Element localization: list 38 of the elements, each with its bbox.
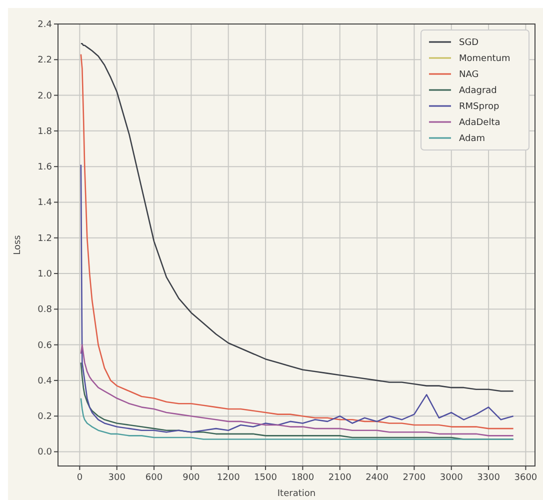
line-series bbox=[80, 344, 514, 436]
line-series bbox=[80, 398, 514, 440]
y-tick-label: 2.4 bbox=[38, 20, 52, 30]
y-tick-label: 0.8 bbox=[38, 305, 52, 316]
y-tick-label: 1.6 bbox=[38, 162, 52, 173]
y-tick-label: 0.4 bbox=[38, 376, 52, 386]
y-tick-label: 2.0 bbox=[38, 91, 52, 102]
x-tick-label: 2700 bbox=[402, 473, 426, 483]
y-tick-label: 1.8 bbox=[38, 126, 52, 137]
x-tick-label: 1200 bbox=[216, 473, 240, 483]
x-tick-label: 2400 bbox=[366, 473, 389, 483]
y-tick-label: 0.6 bbox=[38, 340, 52, 351]
legend-label: Adagrad bbox=[459, 86, 497, 96]
x-axis-title: Iteration bbox=[277, 489, 316, 499]
y-axis-title: Loss bbox=[13, 234, 23, 255]
y-tick-label: 0.2 bbox=[38, 412, 52, 422]
legend-label: SGD bbox=[459, 38, 479, 48]
legend-label: RMSprop bbox=[459, 102, 500, 112]
legend-label: Momentum bbox=[459, 54, 510, 64]
y-tick-label: 2.2 bbox=[38, 56, 52, 66]
x-tick-label: 900 bbox=[182, 473, 200, 483]
x-tick-label: 0 bbox=[76, 473, 83, 483]
legend-label: Adam bbox=[459, 134, 485, 144]
x-tick-label: 3300 bbox=[477, 473, 500, 483]
x-tick-label: 600 bbox=[145, 473, 163, 483]
x-tick-label: 300 bbox=[108, 473, 126, 483]
y-tick-label: 0.0 bbox=[38, 448, 52, 458]
x-tick-label: 3000 bbox=[440, 473, 464, 483]
x-tick-label: 1800 bbox=[291, 473, 314, 483]
x-tick-label: 1500 bbox=[254, 473, 278, 483]
y-tick-label: 1.0 bbox=[38, 270, 52, 280]
x-tick-label: 2100 bbox=[328, 473, 352, 483]
legend-label: AdaDelta bbox=[459, 118, 500, 128]
line-series bbox=[80, 164, 514, 433]
y-tick-label: 1.4 bbox=[38, 198, 52, 208]
legend-label: NAG bbox=[459, 70, 479, 80]
x-tick-label: 3600 bbox=[514, 473, 538, 483]
y-tick-label: 1.2 bbox=[38, 234, 52, 244]
